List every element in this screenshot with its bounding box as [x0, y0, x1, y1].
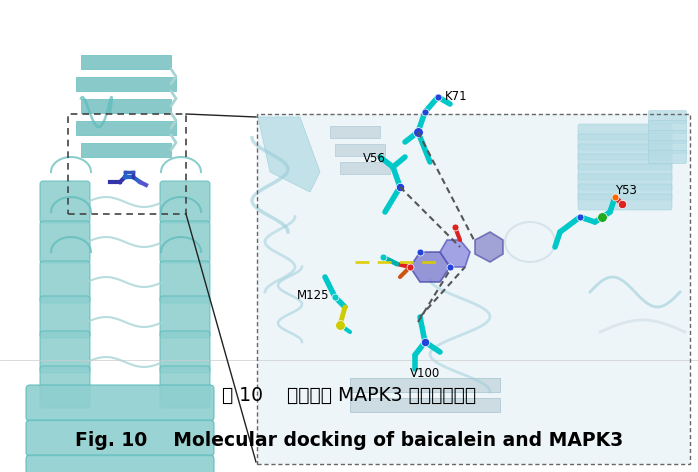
FancyBboxPatch shape: [578, 194, 672, 210]
Bar: [350, 398, 500, 412]
FancyBboxPatch shape: [578, 174, 672, 190]
Text: V56: V56: [363, 152, 386, 165]
Bar: [350, 378, 500, 392]
FancyBboxPatch shape: [40, 181, 90, 223]
FancyBboxPatch shape: [40, 331, 90, 373]
Text: V100: V100: [410, 367, 440, 380]
FancyBboxPatch shape: [26, 420, 214, 456]
FancyBboxPatch shape: [40, 296, 90, 338]
FancyBboxPatch shape: [578, 144, 672, 160]
FancyBboxPatch shape: [648, 130, 687, 143]
FancyBboxPatch shape: [578, 184, 672, 200]
Text: M125: M125: [297, 289, 329, 302]
FancyBboxPatch shape: [160, 221, 210, 263]
FancyBboxPatch shape: [648, 151, 687, 163]
FancyBboxPatch shape: [578, 124, 672, 140]
FancyBboxPatch shape: [40, 366, 90, 408]
Polygon shape: [410, 252, 450, 282]
FancyBboxPatch shape: [648, 120, 687, 134]
Polygon shape: [258, 117, 320, 192]
FancyBboxPatch shape: [26, 385, 214, 421]
Polygon shape: [440, 240, 470, 267]
FancyBboxPatch shape: [26, 455, 214, 472]
FancyBboxPatch shape: [40, 221, 90, 263]
Bar: [335, 144, 385, 156]
Bar: [330, 126, 380, 138]
FancyBboxPatch shape: [160, 331, 210, 373]
FancyBboxPatch shape: [648, 141, 687, 153]
FancyBboxPatch shape: [578, 154, 672, 170]
FancyBboxPatch shape: [160, 181, 210, 223]
FancyBboxPatch shape: [40, 261, 90, 303]
Bar: [340, 162, 390, 174]
FancyBboxPatch shape: [578, 164, 672, 180]
Bar: [257, 114, 690, 464]
Bar: [257, 114, 690, 464]
Text: Fig. 10    Molecular docking of baicalein and MAPK3: Fig. 10 Molecular docking of baicalein a…: [75, 430, 623, 449]
Bar: [76, 77, 176, 91]
FancyBboxPatch shape: [648, 110, 687, 124]
Text: Y53: Y53: [615, 184, 637, 197]
FancyBboxPatch shape: [160, 296, 210, 338]
Polygon shape: [475, 232, 503, 262]
FancyBboxPatch shape: [578, 134, 672, 150]
Bar: [68, 114, 186, 214]
Bar: [76, 121, 176, 135]
Bar: [81, 55, 171, 69]
Bar: [81, 99, 171, 113]
Text: K71: K71: [445, 90, 468, 103]
FancyBboxPatch shape: [160, 261, 210, 303]
Text: 图 10    黄芩素与 MAPK3 的分子对接图: 图 10 黄芩素与 MAPK3 的分子对接图: [222, 386, 476, 405]
Bar: [81, 143, 171, 157]
FancyBboxPatch shape: [160, 366, 210, 408]
